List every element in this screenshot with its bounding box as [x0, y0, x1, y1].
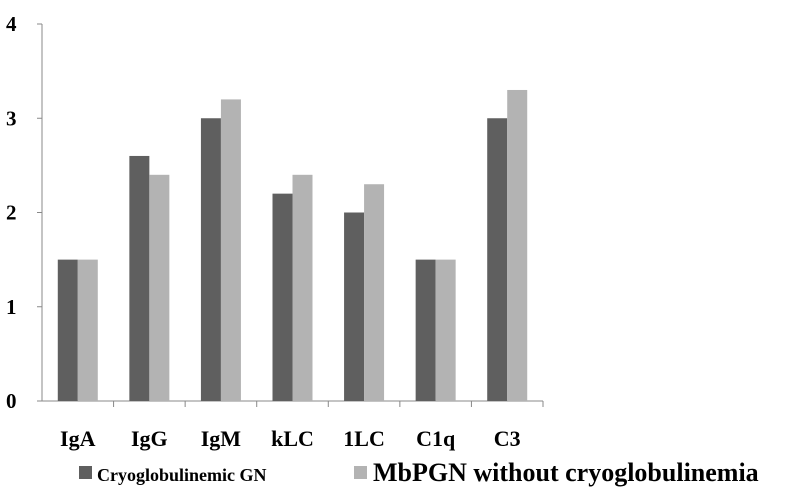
x-tick-label: IgA	[60, 426, 96, 451]
y-tick-label: 4	[6, 12, 17, 36]
legend-swatch-2	[354, 466, 367, 479]
chart-axes	[37, 23, 544, 407]
legend-label-2: MbPGN without cryoglobulinemia	[373, 458, 759, 487]
bar-IgM-2	[220, 99, 241, 402]
chart-bars	[57, 89, 528, 402]
bar-kLC-1	[272, 193, 293, 401]
y-tick-label: 0	[6, 389, 17, 413]
bar-IgG-2	[149, 174, 170, 401]
y-axis-tick-labels: 0 1 2 3 4	[6, 12, 17, 413]
bar-C1q-2	[435, 259, 456, 401]
x-tick-label: 1LC	[343, 426, 385, 451]
y-tick-label: 1	[6, 295, 17, 319]
x-tick-label: kLC	[271, 426, 314, 451]
legend-swatch-1	[79, 466, 92, 479]
chart-legend: Cryoglobulinemic GN MbPGN without cryoglo…	[79, 458, 759, 487]
x-tick-label: IgG	[131, 426, 168, 451]
bar-C3-2	[507, 89, 528, 401]
bar-1LC-1	[344, 212, 365, 401]
bar-IgG-1	[129, 155, 150, 401]
bar-kLC-2	[292, 174, 313, 401]
y-tick-label: 2	[6, 201, 17, 225]
y-tick-label: 3	[6, 106, 17, 130]
bar-IgA-2	[77, 259, 98, 401]
x-axis-tick-labels: IgA IgG IgM kLC 1LC C1q C3	[60, 426, 521, 451]
bar-IgM-1	[200, 118, 221, 401]
x-tick-label: C1q	[416, 426, 456, 451]
bar-IgA-1	[57, 259, 78, 401]
bar-C3-1	[487, 118, 508, 401]
bar-C1q-1	[415, 259, 436, 401]
x-tick-label: C3	[494, 426, 521, 451]
bar-1LC-2	[364, 184, 385, 401]
x-tick-label: IgM	[201, 426, 242, 451]
legend-label-1: Cryoglobulinemic GN	[97, 465, 267, 485]
